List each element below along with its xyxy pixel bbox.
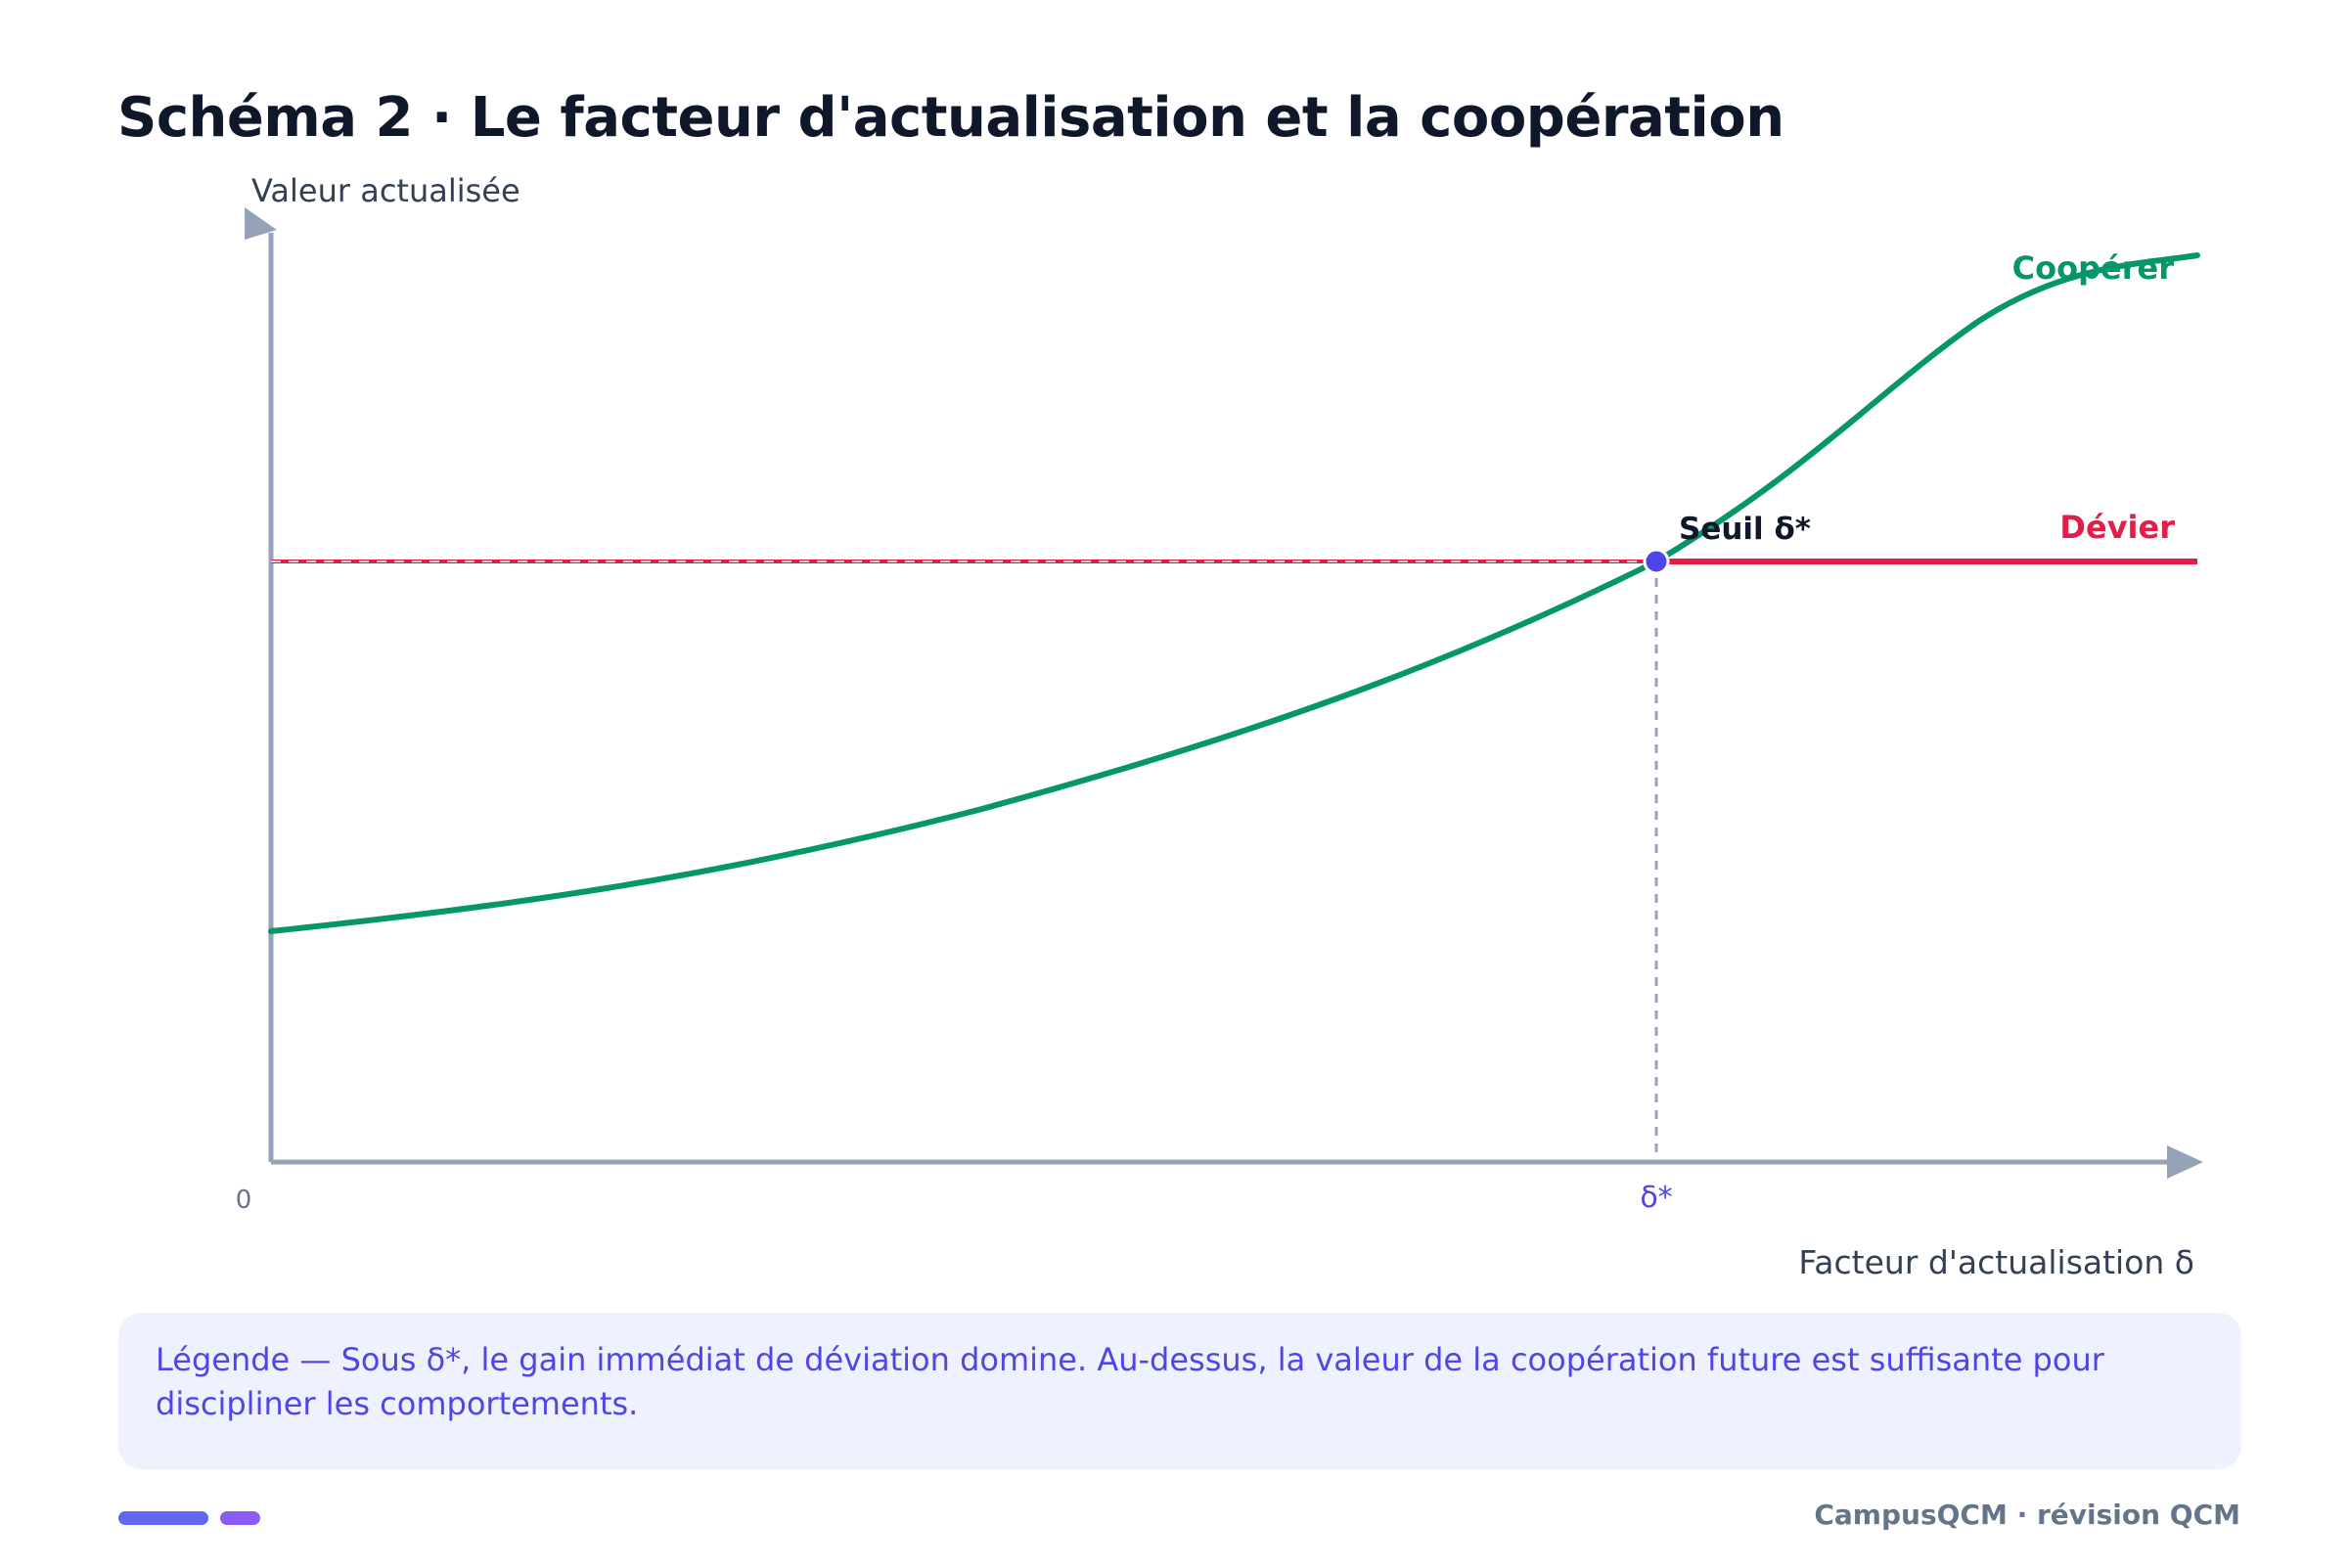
footer-accent-bar [118, 1511, 208, 1525]
y-axis-label: Valeur actualisée [251, 172, 520, 209]
legend-box: Légende — Sous δ*, le gain immédiat de d… [118, 1313, 2241, 1469]
y-axis-arrow-icon [245, 207, 277, 240]
x-axis-label: Facteur d'actualisation δ [1798, 1243, 2194, 1281]
threshold-label: Seuil δ* [1679, 512, 1811, 547]
diagram-title: Schéma 2 · Le facteur d'actualisation et… [117, 86, 1784, 150]
cooperate-curve [268, 252, 2200, 934]
footer-accent-dot [220, 1511, 260, 1525]
x-axis-arrow-icon [2167, 1145, 2203, 1179]
cooperate-label: Coopérer [2012, 249, 2175, 287]
legend-text: Légende — Sous δ*, le gain immédiat de d… [156, 1341, 2104, 1422]
footer-brand: CampusQCM · révision QCM [1814, 1499, 2240, 1531]
deviate-label: Dévier [2059, 509, 2175, 546]
threshold-point [1643, 548, 1670, 575]
origin-label: 0 [236, 1186, 252, 1215]
threshold-tick-label: δ* [1640, 1181, 1672, 1215]
